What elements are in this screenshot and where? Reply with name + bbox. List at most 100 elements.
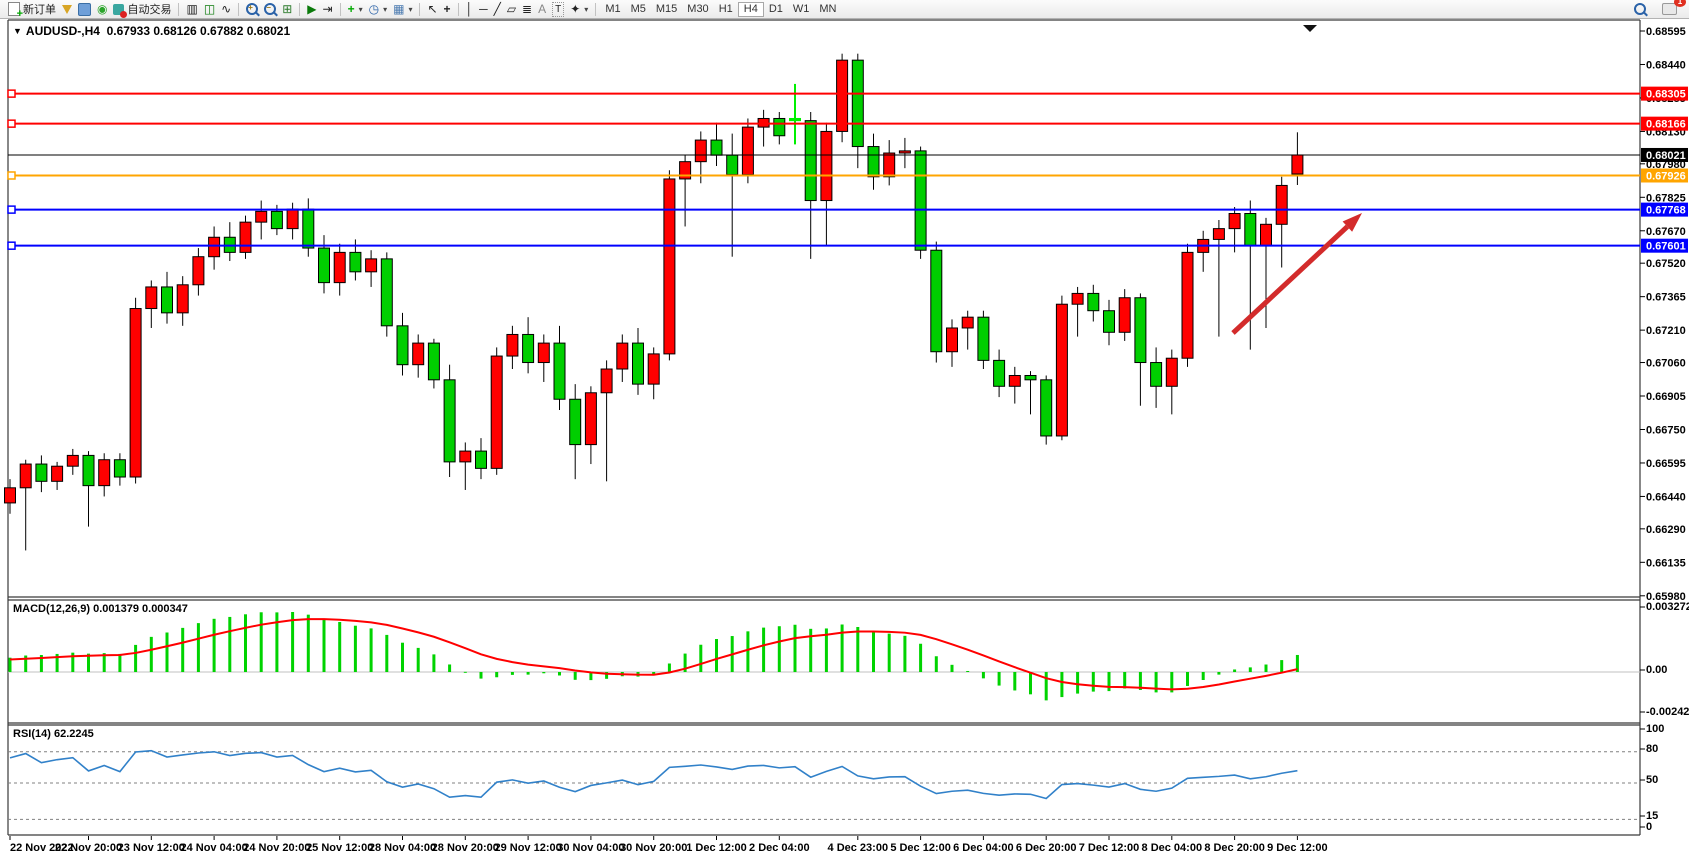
macd-bar [589, 672, 593, 681]
line-handle[interactable] [7, 241, 16, 250]
candle-body [302, 208, 315, 249]
price-axis-label: 0.67210 [1646, 325, 1686, 337]
candle-body [506, 333, 519, 357]
support-line-2[interactable] [7, 241, 1640, 250]
candle-body [255, 210, 268, 223]
trendline-button[interactable]: ╱ [491, 1, 504, 18]
chat-button[interactable]: 1 [1659, 0, 1686, 18]
badge-text: 0.68305 [1646, 89, 1686, 101]
price-axis-label: 0.68440 [1646, 59, 1686, 71]
text-label-button[interactable]: T [549, 1, 567, 18]
symbol-dropdown-icon[interactable]: ▼ [13, 26, 22, 36]
timeframe-d1[interactable]: D1 [768, 2, 783, 15]
timeframe-m5[interactable]: M5 [630, 2, 646, 15]
channel-button[interactable]: ▱ [504, 1, 519, 18]
timeframe-h4[interactable]: H4 [737, 1, 764, 17]
price-badge-0.67926: 0.67926 [1641, 168, 1688, 183]
auto-scroll-button[interactable]: ▶ [304, 1, 319, 18]
macd-bar [573, 672, 577, 680]
candle-body [851, 59, 864, 148]
price-axis-label: 0.67825 [1646, 192, 1686, 204]
macd-bar [699, 644, 703, 672]
tile-windows-button[interactable]: ⊞ [279, 1, 295, 18]
trend-arrow[interactable] [1231, 213, 1362, 335]
badge-text: 0.67768 [1646, 205, 1686, 217]
line-handle[interactable] [7, 205, 16, 214]
search-button[interactable] [1631, 1, 1649, 18]
candle-body [270, 210, 283, 230]
macd-axis-label: 0.003272 [1646, 601, 1689, 613]
pivot-line[interactable] [7, 171, 1640, 180]
candle-body [161, 286, 173, 314]
macd-bar [1248, 667, 1252, 672]
line-handle[interactable] [7, 89, 16, 98]
chart-canvas[interactable]: 0.685950.684400.682850.681300.679800.678… [0, 19, 1689, 857]
text-button[interactable]: A [535, 1, 549, 18]
line-handle[interactable] [7, 171, 16, 180]
macd-bar [24, 655, 28, 672]
badge-bg [1641, 116, 1688, 131]
chart-shift-button[interactable]: ⇥ [320, 1, 336, 18]
line-handle[interactable] [7, 119, 16, 128]
timeframe-mn[interactable]: MN [819, 2, 837, 15]
macd-bar [1170, 672, 1174, 693]
candle-chart-button[interactable]: ◫ [201, 1, 218, 18]
price-axis-label: 0.66595 [1646, 458, 1686, 470]
candle-body [490, 355, 503, 469]
support-line-1[interactable] [7, 205, 1640, 214]
macd-bar [353, 625, 357, 672]
line-chart-button[interactable]: ∿ [218, 1, 234, 18]
macd-bar [809, 628, 813, 672]
arrows-button[interactable]: ✦ ▾ [567, 1, 591, 18]
autotrade-button[interactable]: 自动交易 [110, 1, 174, 18]
candle-body [584, 392, 597, 446]
timeframe-m15[interactable]: M15 [655, 2, 678, 15]
macd-bar [746, 631, 750, 672]
timeframe-m1[interactable]: M1 [605, 2, 621, 15]
chart-shift-marker[interactable] [1303, 25, 1317, 32]
rsi-axis-label: 15 [1646, 810, 1658, 822]
macd-bar [558, 672, 561, 676]
history-button[interactable] [59, 1, 75, 18]
vertical-line-button[interactable]: │ [463, 1, 477, 18]
candle-body [898, 150, 911, 154]
periods-button[interactable]: ◷ ▾ [366, 1, 391, 18]
chevron-down-icon: ▾ [383, 4, 388, 14]
resistance-line-1[interactable] [7, 89, 1640, 98]
separator [339, 2, 341, 16]
macd-bar [715, 639, 718, 672]
price-axis-label: 0.67520 [1646, 258, 1686, 270]
candle-body [663, 178, 676, 355]
fibonacci-button[interactable]: ≣ [519, 1, 535, 18]
clock-icon: ◷ [368, 1, 380, 16]
indicators-icon: + [347, 1, 355, 16]
templates-button[interactable]: ▦ ▾ [390, 1, 415, 18]
search-icon [1634, 3, 1646, 15]
line-chart-icon: ∿ [221, 1, 232, 16]
zoom-in-button[interactable]: + [243, 1, 261, 18]
timeframe-m30[interactable]: M30 [687, 2, 709, 15]
macd-bar [55, 653, 59, 672]
market-watch-button[interactable] [75, 1, 94, 18]
zoom-out-button[interactable]: − [261, 1, 279, 18]
timeframe-w1[interactable]: W1 [792, 2, 810, 15]
macd-axis-label: -0.002427 [1646, 706, 1689, 718]
resistance-line-2[interactable] [7, 119, 1640, 128]
separator [178, 2, 180, 16]
timeframe-h1[interactable]: H1 [718, 2, 733, 15]
bar-chart-button[interactable]: ▥ [183, 1, 200, 18]
crosshair-button[interactable]: + [441, 1, 454, 18]
new-order-button[interactable]: 新订单 [5, 1, 59, 20]
candle-body [365, 258, 378, 273]
indicators-button[interactable]: + ▾ [345, 1, 366, 18]
macd-bar [683, 653, 687, 672]
zoom-out-icon: − [264, 3, 277, 15]
horizontal-line-button[interactable]: ─ [476, 1, 491, 18]
candle-body [961, 316, 974, 329]
candle-body [569, 398, 582, 446]
candle-chart-icon: ◫ [203, 1, 216, 16]
macd-bar [385, 634, 389, 672]
cursor-button[interactable]: ↖ [424, 1, 440, 18]
signals-button[interactable]: ◉ [94, 1, 110, 18]
candle-body [710, 139, 723, 156]
